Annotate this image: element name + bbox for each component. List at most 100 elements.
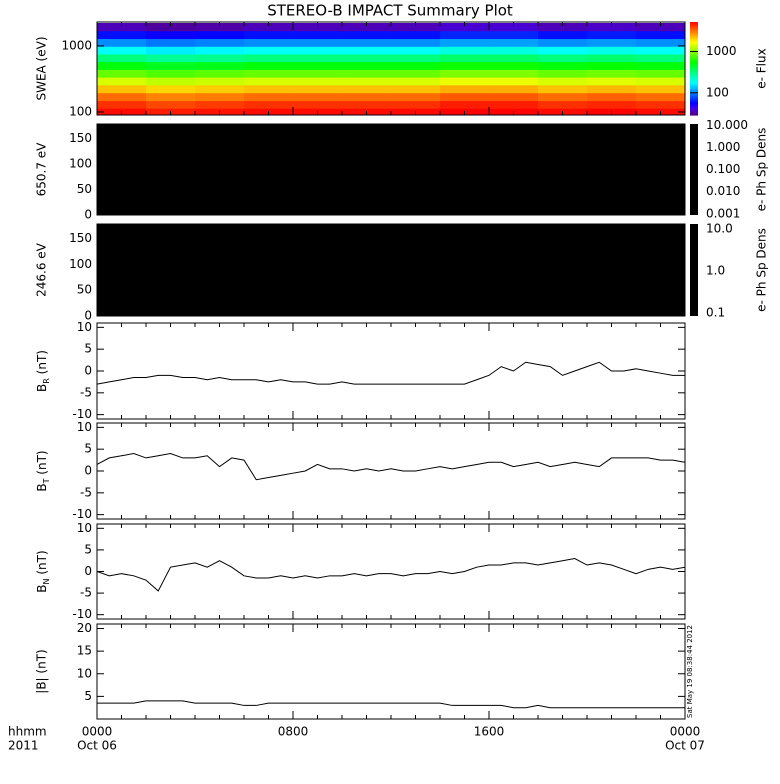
colorbar-tick-label: 0.1 bbox=[706, 306, 725, 320]
y-tick-label: 10 bbox=[77, 320, 92, 334]
y-tick-label: 100 bbox=[69, 104, 92, 118]
spectrogram-cell bbox=[195, 84, 245, 94]
colorbar-swatch bbox=[690, 80, 698, 84]
y-axis-label: 650.7 eV bbox=[35, 142, 49, 197]
spectrogram-cell bbox=[538, 23, 588, 32]
colorbar-swatch bbox=[690, 60, 698, 63]
spectrogram-cell bbox=[293, 61, 343, 70]
spectrogram-cell bbox=[293, 92, 343, 102]
spectrogram-cell bbox=[391, 46, 441, 55]
spectrogram-cell bbox=[293, 77, 343, 86]
colorbar-swatch bbox=[690, 65, 698, 68]
colorbar-swatch bbox=[690, 68, 698, 71]
spectrogram-cell bbox=[440, 38, 490, 47]
colorbar-swatch bbox=[690, 111, 698, 115]
colorbar-swatch bbox=[690, 74, 698, 77]
colorbar-swatch bbox=[690, 34, 698, 37]
spectrogram-cell bbox=[440, 46, 490, 55]
y-tick-label: 0 bbox=[84, 564, 92, 578]
y-tick-label: 50 bbox=[77, 182, 92, 196]
colorbar-swatch bbox=[690, 73, 698, 76]
y-tick-label: -5 bbox=[80, 586, 92, 600]
colorbar-swatch bbox=[690, 28, 698, 31]
y-axis-label: 246.6 eV bbox=[35, 242, 49, 297]
spectrogram-cell bbox=[391, 92, 441, 102]
spectrogram-cell bbox=[244, 77, 294, 86]
colorbar-swatch bbox=[690, 84, 698, 87]
colorbar-tick-label: 1.000 bbox=[706, 140, 740, 154]
colorbar-swatch bbox=[690, 37, 698, 40]
spectrogram-cell bbox=[587, 53, 637, 63]
colorbar-swatch bbox=[690, 101, 698, 104]
y-axis-label-unit: (nT) bbox=[35, 550, 49, 574]
spectrogram-cell bbox=[391, 84, 441, 94]
spectrogram-cell bbox=[293, 46, 343, 55]
colorbar-swatch bbox=[690, 79, 698, 82]
colorbar-tick-label: 100 bbox=[706, 85, 729, 99]
colorbar-swatch bbox=[690, 53, 698, 56]
spectrogram-cell bbox=[636, 30, 685, 40]
colorbar-swatch bbox=[690, 77, 698, 80]
colorbar-swatch bbox=[690, 94, 698, 97]
colorbar-tick-label: 1.0 bbox=[706, 263, 725, 277]
spectrogram-cell bbox=[244, 100, 294, 109]
spectrogram-cell bbox=[587, 69, 637, 78]
spectrogram-cell bbox=[195, 69, 245, 78]
spectrogram-cell bbox=[440, 61, 490, 70]
spectrogram-cell bbox=[293, 69, 343, 78]
spectrogram-cell bbox=[391, 53, 441, 63]
colorbar-swatch bbox=[690, 63, 698, 66]
colorbar-swatch bbox=[690, 107, 698, 110]
spectrogram-cell bbox=[636, 46, 685, 55]
spectrogram-cell bbox=[97, 100, 147, 109]
y-tick-label: 15 bbox=[77, 644, 92, 658]
spectrogram-cell bbox=[342, 84, 392, 94]
y-axis-label-unit: (nT) bbox=[35, 350, 49, 374]
spectrogram-cell bbox=[636, 23, 685, 32]
colorbar-swatch bbox=[690, 23, 698, 26]
colorbar-swatch bbox=[690, 99, 698, 102]
spectrogram-cell bbox=[342, 92, 392, 102]
colorbar-swatch bbox=[690, 54, 698, 57]
spectrogram-cell bbox=[440, 92, 490, 102]
colorbar-swatch bbox=[690, 70, 698, 73]
colorbar-swatch bbox=[690, 97, 698, 101]
spectrogram-cell bbox=[342, 100, 392, 109]
spectrogram-cell bbox=[146, 84, 196, 94]
y-axis-label: SWEA (eV) bbox=[35, 36, 49, 100]
spectrogram-cell bbox=[293, 38, 343, 47]
spectrogram-cell bbox=[587, 30, 637, 40]
colorbar-swatch bbox=[690, 105, 698, 108]
spectrogram-cell bbox=[587, 92, 637, 102]
spectrogram-cell bbox=[195, 30, 245, 40]
colorbar-swatch bbox=[690, 40, 698, 43]
colorbar-swatch bbox=[690, 113, 698, 116]
x-tick-label: 0800 bbox=[278, 725, 309, 739]
x-tick-label: 1600 bbox=[474, 725, 505, 739]
spectrogram-cell bbox=[538, 30, 588, 40]
y-tick-label: 0 bbox=[84, 309, 92, 323]
spectrogram-cell bbox=[489, 84, 539, 94]
spectrogram-cell bbox=[97, 69, 147, 78]
spectrogram-cell bbox=[97, 92, 147, 102]
spectrogram-cell bbox=[195, 23, 245, 32]
spectrogram-cell bbox=[440, 30, 490, 40]
y-axis-label-unit: (nT) bbox=[35, 450, 49, 474]
y-axis-label-sub: R bbox=[42, 378, 51, 384]
spectrogram-cell bbox=[391, 100, 441, 109]
colorbar-swatch bbox=[690, 90, 698, 93]
data-line bbox=[97, 453, 685, 481]
y-tick-label: 100 bbox=[69, 257, 92, 271]
y-tick-label: 150 bbox=[69, 131, 92, 145]
spectrogram-cell bbox=[538, 61, 588, 70]
spectrogram-cell bbox=[195, 77, 245, 86]
spectrogram-cell bbox=[195, 92, 245, 102]
y-axis-label: BN (nT) bbox=[35, 550, 51, 592]
y-axis-label: BR (nT) bbox=[35, 350, 51, 392]
colorbar-swatch bbox=[690, 26, 698, 29]
colorbar-tick-label: 0.010 bbox=[706, 184, 740, 198]
spectrogram-cell bbox=[538, 77, 588, 86]
colorbar-swatch bbox=[690, 108, 698, 111]
spectrogram-cell bbox=[293, 53, 343, 63]
spectrogram-cell bbox=[440, 84, 490, 94]
